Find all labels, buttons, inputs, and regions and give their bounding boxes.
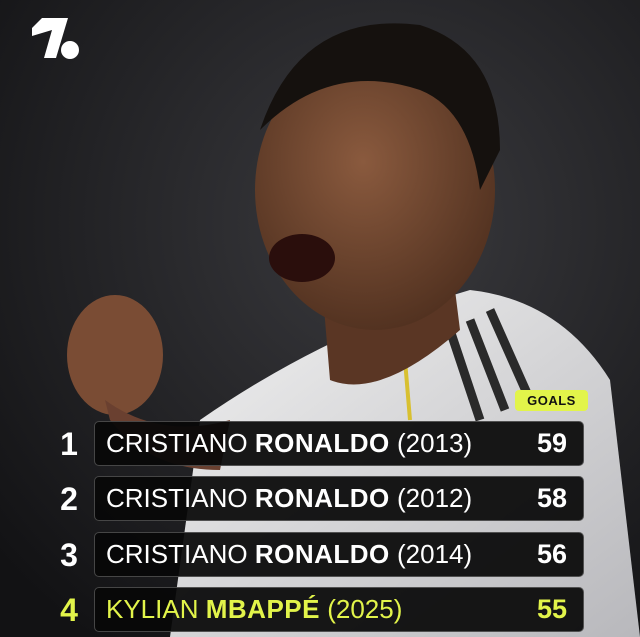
rank-number: 2 [60, 481, 78, 517]
season-year: (2025) [327, 594, 403, 624]
goals-value: 55 [536, 594, 567, 624]
rank-number: 3 [60, 537, 78, 573]
player-name: CRISTIANO RONALDO (2013) [106, 422, 472, 465]
season-year: (2012) [396, 483, 473, 513]
season-year: (2014) [396, 539, 473, 569]
rank-number: 4 [60, 592, 78, 628]
goals-value: 56 [536, 539, 567, 569]
rank-number: 1 [60, 426, 78, 462]
goals-value: 58 [536, 483, 567, 513]
goals-column-label: GOALS [515, 390, 588, 411]
last-name: MBAPPÉ [205, 594, 320, 624]
first-name: CRISTIANO [106, 483, 248, 513]
ranking-row: CRISTIANO RONALDO (2014) 56 [94, 532, 584, 577]
ranking-row: KYLIAN MBAPPÉ (2025) 55 [94, 587, 584, 632]
onefootball-logo [32, 18, 79, 59]
player-name: CRISTIANO RONALDO (2012) [106, 477, 472, 520]
first-name: CRISTIANO [106, 539, 248, 569]
player-name: CRISTIANO RONALDO (2014) [106, 533, 472, 576]
first-name: KYLIAN [106, 594, 199, 624]
first-name: CRISTIANO [106, 428, 248, 458]
goals-value: 59 [536, 428, 567, 458]
season-year: (2013) [396, 428, 473, 458]
ranking-row: CRISTIANO RONALDO (2012) 58 [94, 476, 584, 521]
last-name: RONALDO [254, 483, 390, 513]
player-name: KYLIAN MBAPPÉ (2025) [106, 588, 402, 631]
last-name: RONALDO [254, 539, 390, 569]
last-name: RONALDO [254, 428, 390, 458]
ranking-row: CRISTIANO RONALDO (2013) 59 [94, 421, 584, 466]
